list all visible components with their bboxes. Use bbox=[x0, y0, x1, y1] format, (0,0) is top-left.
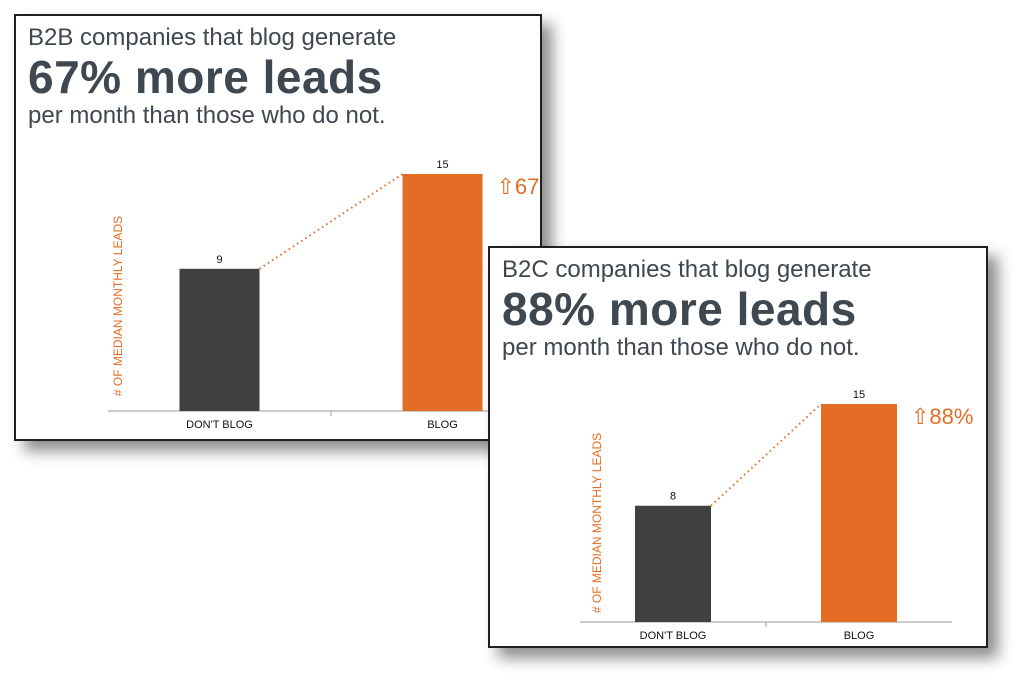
b2b-chart-card: B2B companies that blog generate 67% mor… bbox=[14, 14, 542, 441]
b2b-heading-line3: per month than those who do not. bbox=[28, 102, 386, 129]
b2b-bar bbox=[402, 174, 483, 411]
b2b-y-axis-label: # OF MEDIAN MONTHLY LEADS bbox=[111, 216, 125, 396]
b2b-connector bbox=[258, 173, 404, 270]
b2b-heading-line2: 67% more leads bbox=[28, 51, 383, 103]
b2b-category-label: DON'T BLOG bbox=[186, 419, 253, 431]
b2b-bar-chart: 9 DON'T BLOG 15 BLOG ⇧67% # OF MEDIAN MONTHLY… bbox=[108, 159, 543, 431]
b2c-category-label: DON'T BLOG bbox=[640, 630, 707, 642]
b2c-value-label: 8 bbox=[670, 491, 676, 503]
b2c-bar-chart: 8 DON'T BLOG 15 BLOG ⇧88% # OF MEDIAN MONTHLY… bbox=[580, 389, 973, 642]
b2c-heading-line1: B2C companies that blog generate bbox=[502, 256, 872, 283]
b2c-change-label: ⇧88% bbox=[911, 404, 973, 429]
b2c-bar bbox=[821, 404, 897, 622]
b2b-category-label: BLOG bbox=[427, 419, 458, 431]
b2c-chart-card: B2C companies that blog generate 88% mor… bbox=[488, 246, 988, 648]
b2c-category-label: BLOG bbox=[844, 630, 875, 642]
b2b-heading-line1: B2B companies that blog generate bbox=[28, 24, 397, 51]
b2c-bar bbox=[635, 505, 711, 622]
b2c-value-label: 15 bbox=[853, 389, 865, 401]
b2b-heading: B2B companies that blog generate 67% mor… bbox=[28, 24, 396, 130]
b2b-change-label: ⇧67% bbox=[497, 174, 543, 199]
b2c-heading-line3: per month than those who do not. bbox=[502, 334, 860, 361]
b2c-y-axis-label: # OF MEDIAN MONTHLY LEADS bbox=[590, 433, 604, 613]
b2c-heading: B2C companies that blog generate 88% mor… bbox=[502, 256, 872, 362]
b2b-value-label: 15 bbox=[436, 159, 448, 171]
b2c-heading-line2: 88% more leads bbox=[502, 283, 857, 335]
b2b-value-label: 9 bbox=[216, 254, 222, 266]
b2c-connector bbox=[710, 403, 822, 507]
b2b-bar bbox=[179, 268, 260, 411]
